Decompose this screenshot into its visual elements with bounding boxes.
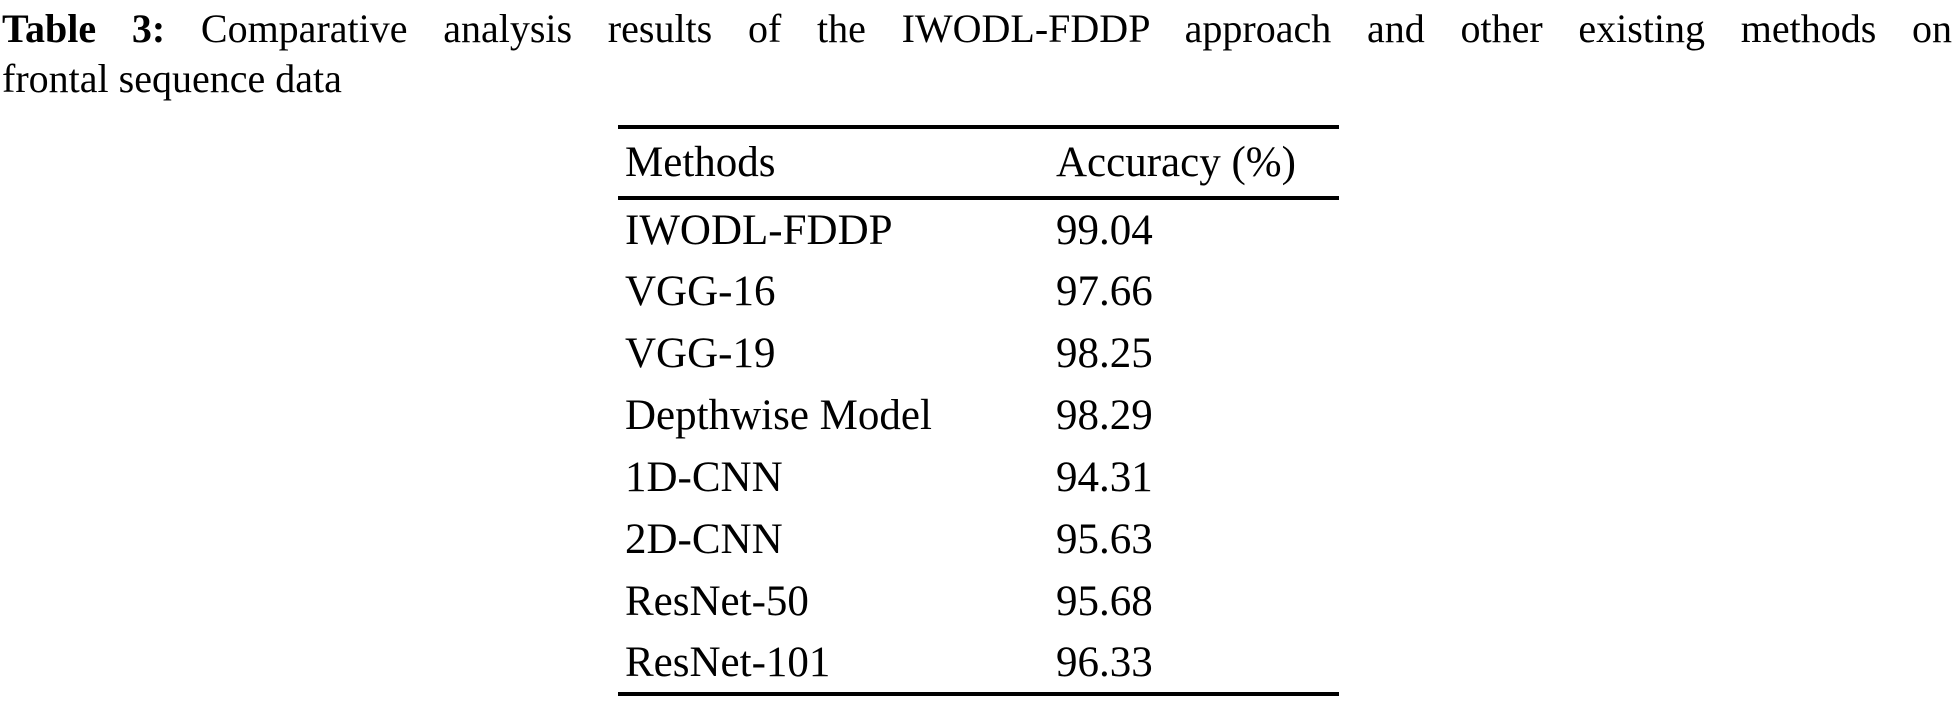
- table-row: ResNet-50 95.68: [618, 570, 1339, 632]
- method-cell: VGG-16: [625, 267, 776, 315]
- method-cell: 1D-CNN: [625, 453, 783, 501]
- header-row: Methods Accuracy (%): [618, 127, 1339, 200]
- method-cell: IWODL-FDDP: [625, 206, 893, 254]
- table-header: Methods Accuracy (%): [618, 127, 1339, 200]
- accuracy-cell: 97.66: [1056, 267, 1153, 315]
- accuracy-cell: 95.68: [1056, 577, 1153, 625]
- table-row: IWODL-FDDP 99.04: [618, 198, 1339, 260]
- method-cell: 2D-CNN: [625, 515, 783, 563]
- method-cell: Depthwise Model: [625, 391, 932, 439]
- accuracy-cell: 98.29: [1056, 391, 1153, 439]
- accuracy-cell: 94.31: [1056, 453, 1153, 501]
- table-caption: Table 3: Comparative analysis results of…: [2, 4, 1952, 104]
- method-cell: VGG-19: [625, 329, 776, 377]
- header-accuracy: Accuracy (%): [1056, 127, 1339, 200]
- table-row: ResNet-101 96.33: [618, 632, 1339, 694]
- accuracy-cell: 96.33: [1056, 638, 1153, 686]
- method-cell: ResNet-101: [625, 638, 831, 686]
- table-row: 1D-CNN 94.31: [618, 446, 1339, 508]
- table-row: VGG-19 98.25: [618, 322, 1339, 384]
- table-row: VGG-16 97.66: [618, 260, 1339, 322]
- table-body: IWODL-FDDP 99.04 VGG-16 97.66 VGG-19 98.25 Dep…: [618, 198, 1339, 694]
- accuracy-cell: 99.04: [1056, 206, 1153, 254]
- table-row: Depthwise Model 98.29: [618, 384, 1339, 446]
- results-table: Methods Accuracy (%) IWODL-FDDP 99.04 VGG-…: [618, 125, 1339, 696]
- accuracy-cell: 95.63: [1056, 515, 1153, 563]
- caption-label: Table 3:: [2, 6, 166, 51]
- caption-line-2: frontal sequence data: [2, 56, 342, 101]
- header-methods: Methods: [618, 127, 1056, 200]
- table-row: 2D-CNN 95.63: [618, 508, 1339, 570]
- accuracy-cell: 98.25: [1056, 329, 1153, 377]
- method-cell: ResNet-50: [625, 577, 809, 625]
- results-table-container: Methods Accuracy (%) IWODL-FDDP 99.04 VGG-…: [618, 125, 1339, 696]
- caption-line-1: Table 3: Comparative analysis results of…: [2, 4, 1952, 54]
- caption-text: Comparative analysis results of the IWOD…: [200, 6, 1952, 51]
